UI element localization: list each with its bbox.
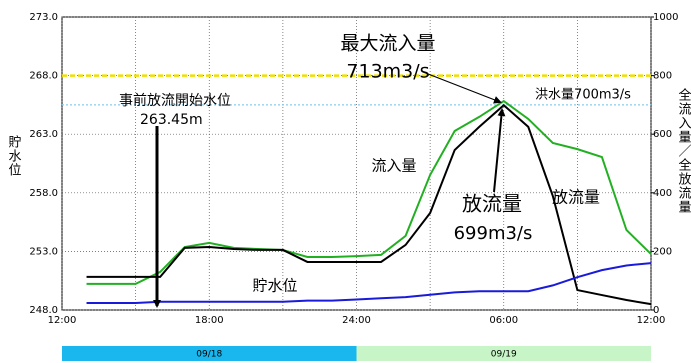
series-line: [86, 99, 652, 285]
x-tick-label: 12:00: [48, 315, 77, 326]
y2-tick-label: 200: [653, 246, 672, 257]
annotation: 最大流入量: [340, 33, 435, 55]
date-label: 09/19: [491, 350, 517, 360]
y2-tick-label: 400: [653, 188, 672, 199]
y-tick-label: 248.0: [29, 305, 58, 316]
annotation: 洪水量700m3/s: [535, 88, 631, 103]
annotation: 713m3/s: [346, 61, 429, 83]
annotation: 263.45m: [140, 112, 203, 128]
y-tick-label: 263.0: [29, 129, 58, 140]
y-tick-label: 268.0: [29, 71, 58, 82]
x-tick-label: 18:00: [195, 315, 224, 326]
series-line: [86, 103, 652, 306]
annotation: 699m3/s: [454, 223, 533, 244]
y-tick-label: 258.0: [29, 188, 58, 199]
series-line: [86, 262, 652, 304]
arrow: [493, 108, 506, 193]
y2-tick-label: 0: [653, 305, 659, 316]
x-tick-label: 06:00: [489, 315, 518, 326]
x-tick-label: 24:00: [342, 315, 371, 326]
annotation: 放流量: [552, 188, 600, 207]
y-tick-label: 273.0: [29, 12, 58, 23]
annotation: 事前放流開始水位: [119, 92, 231, 109]
y2-axis-label: 全流入量／全放流量: [676, 87, 691, 214]
y2-tick-label: 600: [653, 129, 672, 140]
y2-tick-label: 1000: [653, 12, 678, 23]
date-band: [356, 346, 651, 361]
annotation: 放流量: [462, 192, 522, 216]
y-axis-label: 貯水位: [6, 135, 22, 177]
arrow: [422, 71, 502, 104]
date-label: 09/18: [196, 350, 222, 360]
y2-tick-label: 800: [653, 71, 672, 82]
annotation: 貯水位: [252, 277, 297, 295]
date-band: [62, 346, 357, 361]
y-tick-label: 253.0: [29, 246, 58, 257]
x-tick-label: 12:00: [637, 315, 666, 326]
annotation: 流入量: [371, 157, 416, 175]
